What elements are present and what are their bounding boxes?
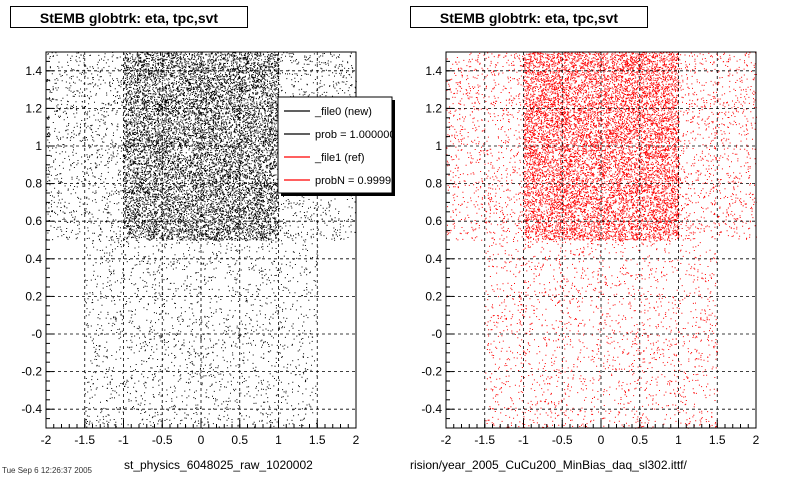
x-tick-label: -1 bbox=[518, 433, 529, 447]
x-tick-label: 0.5 bbox=[231, 433, 248, 447]
y-tick-label: 1 bbox=[35, 139, 42, 153]
footer-timestamp: Tue Sep 6 12:26:37 2005 bbox=[2, 466, 92, 475]
left-x-caption: st_physics_6048025_raw_1020002 bbox=[124, 458, 313, 472]
x-tick-label: -0.5 bbox=[552, 433, 573, 447]
y-tick-label: 0.2 bbox=[25, 289, 42, 303]
x-tick-label: -1 bbox=[118, 433, 129, 447]
x-tick-label: 0 bbox=[598, 433, 605, 447]
legend-label: prob = 1.000000 bbox=[315, 129, 395, 141]
y-tick-label: -0 bbox=[431, 327, 442, 341]
y-tick-label: 0.6 bbox=[425, 214, 442, 228]
x-tick-label: -1.5 bbox=[474, 433, 495, 447]
legend-label: _file1 (ref) bbox=[314, 152, 365, 164]
y-tick-label: 1.2 bbox=[25, 101, 42, 115]
y-tick-label: 0.4 bbox=[425, 252, 442, 266]
x-tick-label: 1.5 bbox=[709, 433, 726, 447]
legend-label: probN = 0.999958 bbox=[315, 175, 403, 187]
x-tick-label: 2 bbox=[753, 433, 760, 447]
x-tick-label: 1 bbox=[675, 433, 682, 447]
scatter-points bbox=[46, 52, 357, 429]
y-tick-label: 0.6 bbox=[25, 214, 42, 228]
y-tick-label: 1.4 bbox=[25, 64, 42, 78]
x-tick-label: 0.5 bbox=[631, 433, 648, 447]
y-tick-label: -0.4 bbox=[421, 402, 442, 416]
x-tick-label: 2 bbox=[353, 433, 360, 447]
y-tick-label: -0.2 bbox=[21, 365, 42, 379]
x-tick-label: 0 bbox=[198, 433, 205, 447]
y-tick-label: -0.2 bbox=[421, 365, 442, 379]
x-tick-label: -1.5 bbox=[74, 433, 95, 447]
x-tick-label: -0.5 bbox=[152, 433, 173, 447]
right-plot-title: StEMB globtrk: eta, tpc,svt bbox=[410, 6, 648, 28]
y-tick-label: 0.8 bbox=[25, 177, 42, 191]
x-tick-label: -2 bbox=[441, 433, 452, 447]
y-tick-label: -0.4 bbox=[21, 402, 42, 416]
y-tick-label: -0 bbox=[31, 327, 42, 341]
y-tick-label: 0.2 bbox=[425, 289, 442, 303]
right-x-caption: rision/year_2005_CuCu200_MinBias_daq_sl3… bbox=[410, 458, 687, 472]
left-plot-title: StEMB globtrk: eta, tpc,svt bbox=[10, 6, 248, 28]
legend-box bbox=[277, 96, 393, 194]
y-tick-label: 0.8 bbox=[425, 177, 442, 191]
legend-label: _file0 (new) bbox=[314, 106, 372, 118]
scatter-points bbox=[446, 52, 757, 429]
legend: _file0 (new) prob = 1.000000 _file1 (ref) p… bbox=[277, 96, 403, 196]
x-tick-label: -2 bbox=[41, 433, 52, 447]
plot-right: -2 -1.5 -1 -0.5 0 0.5 1 1.5 2 -0.4 -0.2 -0 0.2 0.4 0.6… bbox=[421, 51, 760, 447]
x-tick-label: 1.5 bbox=[309, 433, 326, 447]
y-tick-label: 0.4 bbox=[25, 252, 42, 266]
y-tick-label: 1.2 bbox=[425, 101, 442, 115]
y-tick-label: 1.4 bbox=[425, 64, 442, 78]
x-tick-label: 1 bbox=[275, 433, 282, 447]
y-tick-label: 1 bbox=[435, 139, 442, 153]
